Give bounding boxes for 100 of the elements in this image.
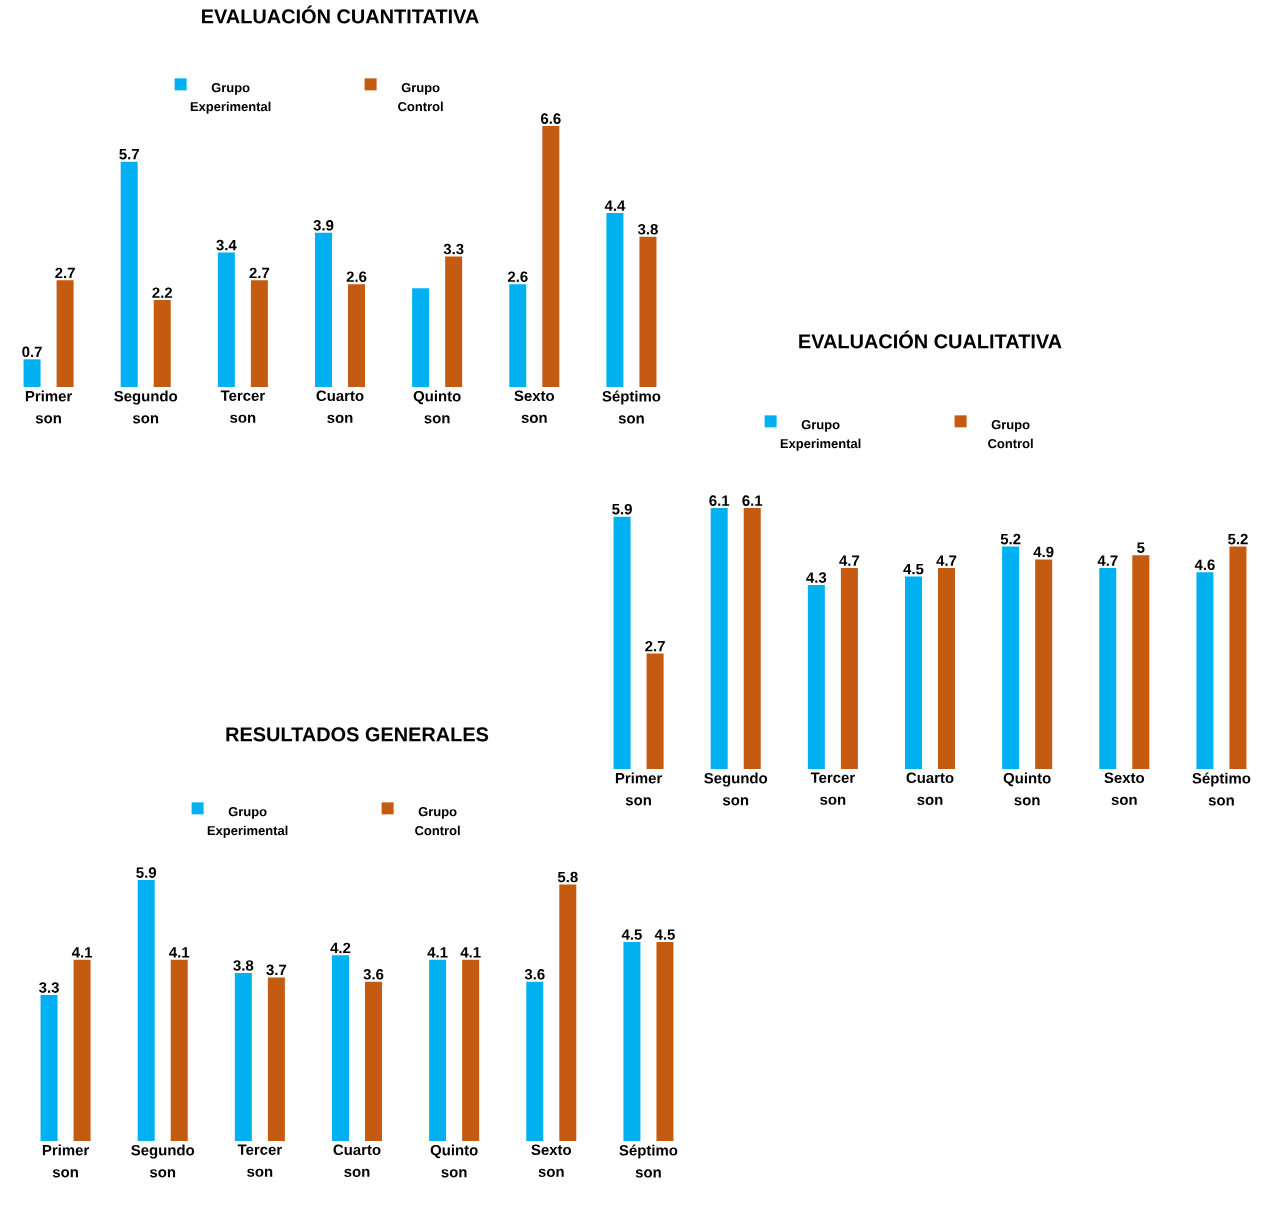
data-label: 0.7 [22,346,42,358]
legend-label: Grupo Control [398,83,443,112]
data-label: 3.3 [443,243,464,255]
bar [1002,546,1020,769]
bar [646,653,664,769]
bar [462,959,480,1141]
x-tick-label: Tercer son [237,1144,282,1177]
data-label: 4.1 [71,947,93,958]
x-tick-label: Séptimo son [1192,772,1251,806]
bar [639,236,657,387]
bar [1035,559,1053,769]
x-tick-label: Quinto son [1003,772,1051,806]
data-label: 4.7 [936,555,957,566]
bar [170,959,188,1141]
data-label: 6.1 [742,495,763,506]
data-label: 5 [1137,542,1145,553]
bar [542,126,560,387]
chart-title: RESULTADOS GENERALES [226,727,489,742]
bar [137,880,155,1141]
bar [331,955,349,1141]
bar [445,256,463,387]
legend-label: Grupo Control [988,420,1033,449]
bar [710,508,728,769]
data-label: 5.2 [1000,533,1021,545]
data-label: 5.9 [136,867,157,878]
bar [153,300,171,387]
data-label: 4.1 [460,947,481,958]
x-tick-label: Sexto son [514,390,555,423]
bar [73,959,91,1141]
bar [412,288,430,387]
bar [429,959,447,1141]
data-label: 6.6 [540,113,561,124]
data-label: 3.6 [363,969,384,980]
bar [606,213,624,387]
bar [314,232,332,387]
data-label: 3.8 [233,960,254,971]
bar [1196,572,1214,769]
data-label: 4.7 [839,555,860,566]
bar [267,977,285,1141]
x-tick-label: Cuarto son [316,390,364,423]
data-label: 4.5 [903,563,924,575]
legend-label: Grupo Control [415,807,460,836]
data-label: 2.6 [507,271,528,283]
data-label: 4.1 [427,947,448,958]
x-tick-label: Primer son [42,1144,90,1178]
data-label: 2.7 [249,267,270,279]
bar [613,516,631,769]
bar [1229,546,1247,769]
x-tick-label: Cuarto son [906,772,954,805]
bar [840,567,858,769]
legend-label: Grupo Experimental [780,420,861,451]
data-label: 3.4 [216,239,237,251]
data-label: 4.4 [604,200,626,211]
data-label: 2.6 [346,271,367,283]
bar [623,942,641,1141]
legend-label: Grupo Experimental [190,83,271,114]
chart-title: EVALUACIÓN CUALITATIVA [799,330,1062,349]
data-label: 4.5 [654,929,675,940]
x-tick-label: Sexto son [531,1144,572,1177]
x-tick-label: Quinto son [430,1144,478,1178]
bar [743,508,761,769]
x-tick-label: Primer son [615,772,663,806]
data-label: 4.6 [1194,559,1215,571]
x-tick-label: Segundo son [704,772,768,806]
data-label: 3.3 [39,982,59,993]
bar [1099,567,1117,769]
data-label: 3.8 [637,223,658,235]
x-tick-label: Quinto son [413,390,461,424]
x-tick-label: Primer son [25,390,73,424]
data-label: 5.9 [612,503,632,515]
chart-title: EVALUACIÓN CUANTITATIVA [202,5,479,24]
bar [56,280,74,387]
data-label: 5.2 [1228,533,1248,545]
data-label: 5.7 [119,149,139,160]
data-label: 3.6 [524,969,545,980]
x-tick-label: Cuarto son [333,1144,381,1177]
data-label: 4.1 [169,947,190,958]
data-label: 4.2 [330,942,351,954]
bar [234,972,252,1141]
data-label: 2.2 [152,287,173,298]
bar [559,884,577,1141]
bar [348,284,366,387]
x-tick-label: Tercer son [220,390,265,423]
bar [40,995,58,1141]
legend-label: Grupo Experimental [207,807,288,838]
data-label: 4.9 [1033,546,1054,558]
data-label: 5.8 [557,871,578,883]
bar [526,981,544,1141]
bar [656,942,674,1141]
bar [807,585,825,769]
bar [938,567,956,769]
x-tick-label: Tercer son [810,772,855,805]
data-label: 4.7 [1097,555,1118,566]
bar [23,359,41,387]
data-label: 6.1 [709,495,730,506]
data-label: 2.7 [645,640,665,652]
x-tick-label: Segundo son [114,390,178,424]
bar [509,284,527,387]
data-label: 4.5 [621,929,642,940]
data-label: 2.7 [55,267,75,279]
